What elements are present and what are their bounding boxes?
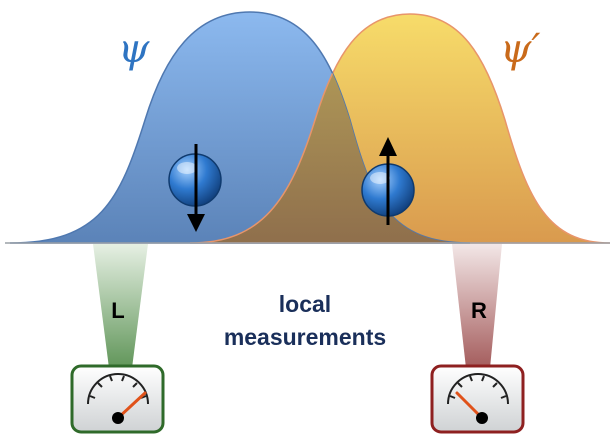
gauge-icon [87, 373, 149, 424]
left-gauge [70, 364, 165, 434]
center-label-line1: local [279, 291, 331, 317]
center-label-line2: measurements [224, 324, 386, 350]
psi-prime-label: ψ′ [500, 26, 540, 72]
right-gauge [430, 364, 525, 434]
right-detector-label: R [471, 298, 487, 323]
left-beam [93, 244, 148, 368]
gauge-icon [447, 373, 509, 424]
spin-down-icon [168, 144, 222, 232]
spin-up-icon [361, 137, 415, 225]
left-detector-label: L [111, 298, 124, 323]
psi-label: ψ [118, 26, 150, 72]
right-beam [452, 244, 502, 368]
